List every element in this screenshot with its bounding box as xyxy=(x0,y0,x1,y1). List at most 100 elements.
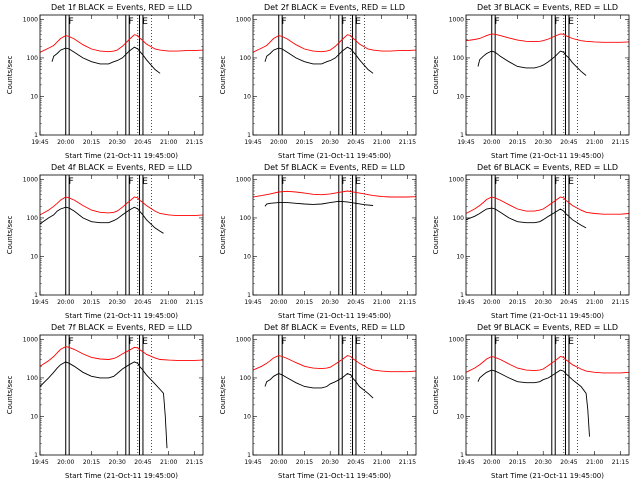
phase-marker-label: F xyxy=(129,337,134,347)
y-tick-label: 1 xyxy=(34,132,38,139)
y-tick-label: 1 xyxy=(34,292,38,299)
x-tick-label: 20:00 xyxy=(483,459,500,466)
x-tick-label: 20:00 xyxy=(270,299,287,306)
chart-title: Det 7f BLACK = Events, RED = LLD xyxy=(51,323,192,332)
x-tick-label: 20:30 xyxy=(535,459,552,466)
phase-marker-label: F xyxy=(494,177,499,187)
x-tick-label: 20:30 xyxy=(322,139,339,146)
lld-series-line xyxy=(252,34,417,53)
x-tick-label: 21:15 xyxy=(186,299,203,306)
panel-4: Det 4f BLACK = Events, RED = LLD Counts/s… xyxy=(6,163,204,320)
x-tick-label: 21:00 xyxy=(373,139,390,146)
y-tick-label: 1000 xyxy=(236,16,251,23)
x-tick-label: 20:45 xyxy=(560,459,577,466)
x-axis-label: Start Time (21-Oct-11 19:45:00) xyxy=(491,312,604,320)
y-axis-label: Counts/sec xyxy=(432,56,440,95)
x-tick-label: 20:30 xyxy=(322,459,339,466)
phase-marker-label: F xyxy=(555,177,560,187)
x-tick-label: 20:45 xyxy=(134,139,151,146)
x-tick-label: 19:45 xyxy=(244,139,261,146)
x-tick-label: 21:00 xyxy=(373,459,390,466)
chart-title: Det 6f BLACK = Events, RED = LLD xyxy=(477,163,618,172)
x-tick-label: 20:45 xyxy=(560,299,577,306)
plot-frame xyxy=(39,14,204,136)
events-series-line xyxy=(264,46,374,74)
x-tick-label: 21:00 xyxy=(586,299,603,306)
phase-marker-label: F xyxy=(342,177,347,187)
phase-marker-label: F xyxy=(281,17,286,27)
phase-marker-label: E xyxy=(142,177,148,187)
y-axis-label: Counts/sec xyxy=(219,56,227,95)
events-series-line xyxy=(477,369,590,437)
chart-title: Det 3f BLACK = Events, RED = LLD xyxy=(477,3,618,12)
y-tick-label: 100 xyxy=(453,55,465,62)
y-axis-label: Counts/sec xyxy=(219,376,227,415)
y-tick-label: 1000 xyxy=(23,336,38,343)
phase-marker-label: F xyxy=(342,17,347,27)
phase-marker-label: E xyxy=(568,337,574,347)
x-tick-label: 21:15 xyxy=(612,299,629,306)
x-tick-label: 21:15 xyxy=(399,459,416,466)
x-tick-label: 21:15 xyxy=(186,139,203,146)
x-tick-label: 20:45 xyxy=(134,459,151,466)
x-axis-label: Start Time (21-Oct-11 19:45:00) xyxy=(491,152,604,160)
x-tick-label: 20:45 xyxy=(134,299,151,306)
x-axis-label: Start Time (21-Oct-11 19:45:00) xyxy=(65,472,178,480)
chart-title: Det 8f BLACK = Events, RED = LLD xyxy=(264,323,405,332)
y-tick-label: 1000 xyxy=(236,176,251,183)
x-tick-label: 20:30 xyxy=(535,139,552,146)
x-tick-label: 20:00 xyxy=(57,459,74,466)
events-series-line xyxy=(51,46,161,74)
y-tick-label: 1 xyxy=(460,132,464,139)
plot-frame xyxy=(252,174,417,296)
y-tick-label: 1 xyxy=(34,452,38,459)
x-axis-label: Start Time (21-Oct-11 19:45:00) xyxy=(278,152,391,160)
phase-marker-label: F xyxy=(281,337,286,347)
chart-title: Det 4f BLACK = Events, RED = LLD xyxy=(51,163,192,172)
y-tick-label: 100 xyxy=(27,375,39,382)
lld-series-line xyxy=(252,355,417,373)
y-tick-label: 100 xyxy=(453,375,465,382)
x-axis-label: Start Time (21-Oct-11 19:45:00) xyxy=(65,312,178,320)
lld-series-line xyxy=(39,196,204,217)
x-tick-label: 21:00 xyxy=(160,459,177,466)
x-tick-label: 20:15 xyxy=(296,139,313,146)
x-axis-label: Start Time (21-Oct-11 19:45:00) xyxy=(65,152,178,160)
plot-frame xyxy=(252,334,417,456)
y-tick-label: 1 xyxy=(460,452,464,459)
x-tick-label: 20:00 xyxy=(270,139,287,146)
y-tick-label: 1 xyxy=(247,132,251,139)
plot-frame xyxy=(465,334,630,456)
phase-marker-label: F xyxy=(555,17,560,27)
phase-marker-label: E xyxy=(568,177,574,187)
y-tick-label: 10 xyxy=(456,413,464,420)
y-tick-label: 10 xyxy=(243,253,251,260)
x-tick-label: 20:15 xyxy=(296,459,313,466)
panel-8: Det 8f BLACK = Events, RED = LLD Counts/s… xyxy=(219,323,417,480)
x-tick-label: 19:45 xyxy=(31,139,48,146)
x-tick-label: 20:45 xyxy=(347,459,364,466)
chart-title: Det 9f BLACK = Events, RED = LLD xyxy=(477,323,618,332)
lld-series-line xyxy=(465,196,630,215)
y-axis-label: Counts/sec xyxy=(6,56,14,95)
chart-title: Det 5f BLACK = Events, RED = LLD xyxy=(264,163,405,172)
x-tick-label: 20:00 xyxy=(270,459,287,466)
y-tick-label: 10 xyxy=(456,93,464,100)
phase-marker-label: F xyxy=(281,177,286,187)
phase-marker-label: F xyxy=(342,337,347,347)
x-tick-label: 20:15 xyxy=(509,299,526,306)
y-tick-label: 1000 xyxy=(236,336,251,343)
y-tick-label: 1000 xyxy=(23,176,38,183)
plot-frame xyxy=(465,174,630,296)
x-tick-label: 19:45 xyxy=(457,139,474,146)
x-tick-label: 21:00 xyxy=(586,459,603,466)
y-tick-label: 1000 xyxy=(449,336,464,343)
y-tick-label: 1 xyxy=(460,292,464,299)
y-tick-label: 10 xyxy=(243,93,251,100)
x-tick-label: 20:45 xyxy=(560,139,577,146)
panel-9: Det 9f BLACK = Events, RED = LLD Counts/s… xyxy=(432,323,630,480)
events-series-line xyxy=(264,372,374,399)
chart-title: Det 2f BLACK = Events, RED = LLD xyxy=(264,3,405,12)
y-tick-label: 100 xyxy=(240,215,252,222)
